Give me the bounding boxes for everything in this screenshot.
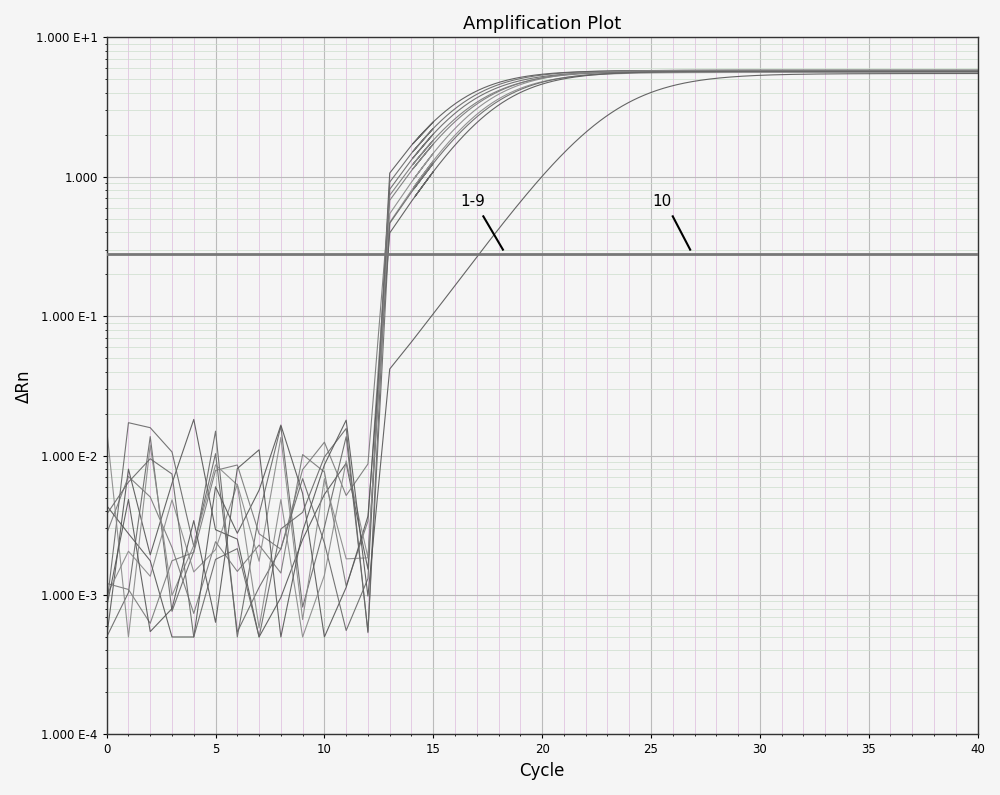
Y-axis label: ΔRn: ΔRn <box>15 369 33 402</box>
X-axis label: Cycle: Cycle <box>519 762 565 780</box>
Title: Amplification Plot: Amplification Plot <box>463 15 621 33</box>
Text: 10: 10 <box>652 194 671 209</box>
Text: 1-9: 1-9 <box>460 194 485 209</box>
